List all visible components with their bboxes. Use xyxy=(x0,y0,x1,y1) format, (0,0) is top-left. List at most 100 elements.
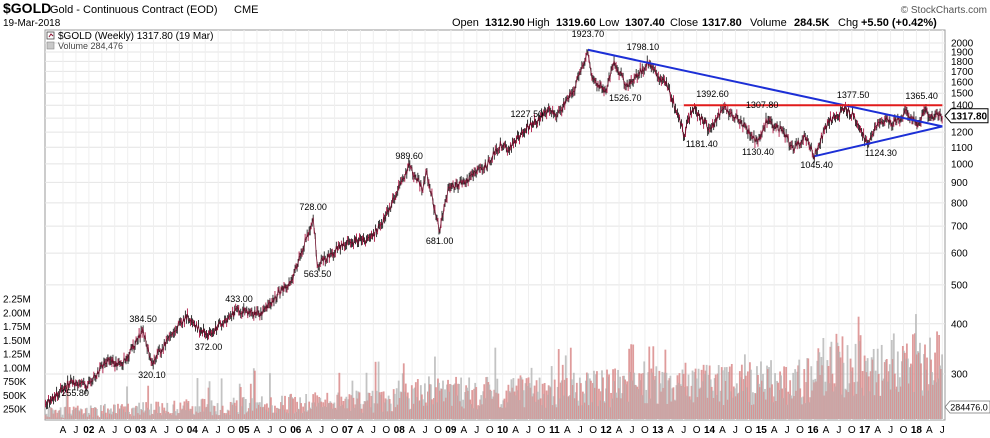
volume-bar xyxy=(762,373,764,419)
time-tick-label: O xyxy=(589,425,597,436)
volume-bar xyxy=(691,370,694,419)
volume-bar xyxy=(87,412,90,419)
price-tick-label: 1900 xyxy=(951,47,974,58)
volume-bar xyxy=(450,384,452,419)
volume-bar xyxy=(867,376,870,419)
volume-bar xyxy=(561,364,564,419)
volume-bar xyxy=(823,395,826,419)
volume-bar xyxy=(383,402,386,419)
time-tick-label: A xyxy=(823,425,830,436)
volume-bar xyxy=(705,364,708,419)
volume-bar xyxy=(797,365,800,419)
volume-bar xyxy=(350,395,353,419)
volume-bar xyxy=(773,396,775,419)
volume-bar xyxy=(677,382,680,419)
legend-price-icon xyxy=(48,33,54,38)
volume-bar xyxy=(626,381,629,419)
price-annotation: 433.00 xyxy=(225,294,253,304)
volume-bar xyxy=(778,390,780,419)
time-tick-label: 02 xyxy=(83,425,95,436)
volume-bar xyxy=(657,403,660,419)
volume-bar xyxy=(278,408,280,419)
volume-bar xyxy=(747,402,750,419)
volume-bar xyxy=(61,414,64,419)
volume-bar xyxy=(293,413,295,419)
volume-bar xyxy=(172,404,175,419)
volume-bar xyxy=(584,380,587,419)
volume-bar xyxy=(900,361,903,419)
volume-bar xyxy=(149,415,152,419)
volume-bar xyxy=(749,362,751,419)
volume-bar xyxy=(597,406,599,419)
volume-bar xyxy=(133,415,135,419)
volume-bar xyxy=(631,380,634,419)
volume-bar xyxy=(593,370,595,419)
volume-bar xyxy=(647,372,650,419)
volume-bar xyxy=(712,397,715,419)
volume-bar xyxy=(877,373,880,419)
time-tick-label: 09 xyxy=(445,425,457,436)
volume-bar xyxy=(335,409,338,419)
volume-bar xyxy=(795,390,798,419)
volume-bar xyxy=(370,395,373,419)
volume-bar xyxy=(274,405,276,419)
volume-bar xyxy=(98,417,101,419)
volume-bar xyxy=(805,382,808,419)
volume-bar xyxy=(645,389,648,419)
volume-bar xyxy=(539,398,542,419)
volume-bar xyxy=(359,403,362,419)
volume-bar xyxy=(817,348,820,419)
volume-bar xyxy=(77,410,80,419)
volume-bar xyxy=(394,407,397,419)
volume-bar xyxy=(720,367,723,419)
volume-bar xyxy=(505,390,508,419)
volume-bar xyxy=(85,407,88,419)
volume-bar xyxy=(176,409,179,419)
volume-bar xyxy=(444,389,446,419)
volume-bar xyxy=(187,401,190,419)
volume-bar xyxy=(478,406,481,419)
volume-tick-label: 2.00M xyxy=(3,308,31,319)
volume-bar xyxy=(886,381,889,419)
volume-bar xyxy=(134,407,136,419)
time-tick-label: J xyxy=(164,425,169,436)
volume-bar xyxy=(473,388,476,419)
volume-bar xyxy=(418,400,421,419)
price-annotation: 320.10 xyxy=(138,370,166,380)
volume-bar xyxy=(437,378,439,419)
time-tick-label: A xyxy=(564,425,571,436)
volume-bar xyxy=(628,348,631,419)
volume-bar xyxy=(789,380,792,419)
price-annotation: 1365.40 xyxy=(905,91,938,101)
volume-bar xyxy=(692,402,695,419)
volume-bar xyxy=(910,363,912,419)
volume-bar xyxy=(685,395,688,419)
volume-bar xyxy=(209,411,212,419)
volume-bar xyxy=(166,402,169,419)
volume-bar xyxy=(745,387,748,419)
volume-bar xyxy=(237,413,240,419)
volume-bar xyxy=(594,387,596,419)
open-value: 1312.90 xyxy=(485,17,525,29)
volume-bar xyxy=(822,337,825,419)
volume-bar xyxy=(552,396,555,419)
volume-bar xyxy=(729,391,732,419)
volume-bar xyxy=(844,388,847,419)
volume-bar xyxy=(181,408,184,419)
volume-bar xyxy=(777,382,779,419)
volume-bar xyxy=(255,408,258,419)
volume-bar xyxy=(855,393,858,419)
volume-bar xyxy=(917,351,919,419)
volume-bar xyxy=(848,383,851,419)
volume-bar xyxy=(697,368,700,419)
volume-bar xyxy=(246,411,249,419)
volume-bar xyxy=(328,402,331,419)
volume-bar xyxy=(871,359,874,419)
volume-bar xyxy=(189,408,192,419)
volume-bar xyxy=(703,373,706,419)
volume-bar xyxy=(396,404,399,419)
volume-bar xyxy=(658,370,661,419)
volume-bar xyxy=(147,385,150,419)
time-tick-label: A xyxy=(874,425,881,436)
volume-bar xyxy=(904,358,907,419)
